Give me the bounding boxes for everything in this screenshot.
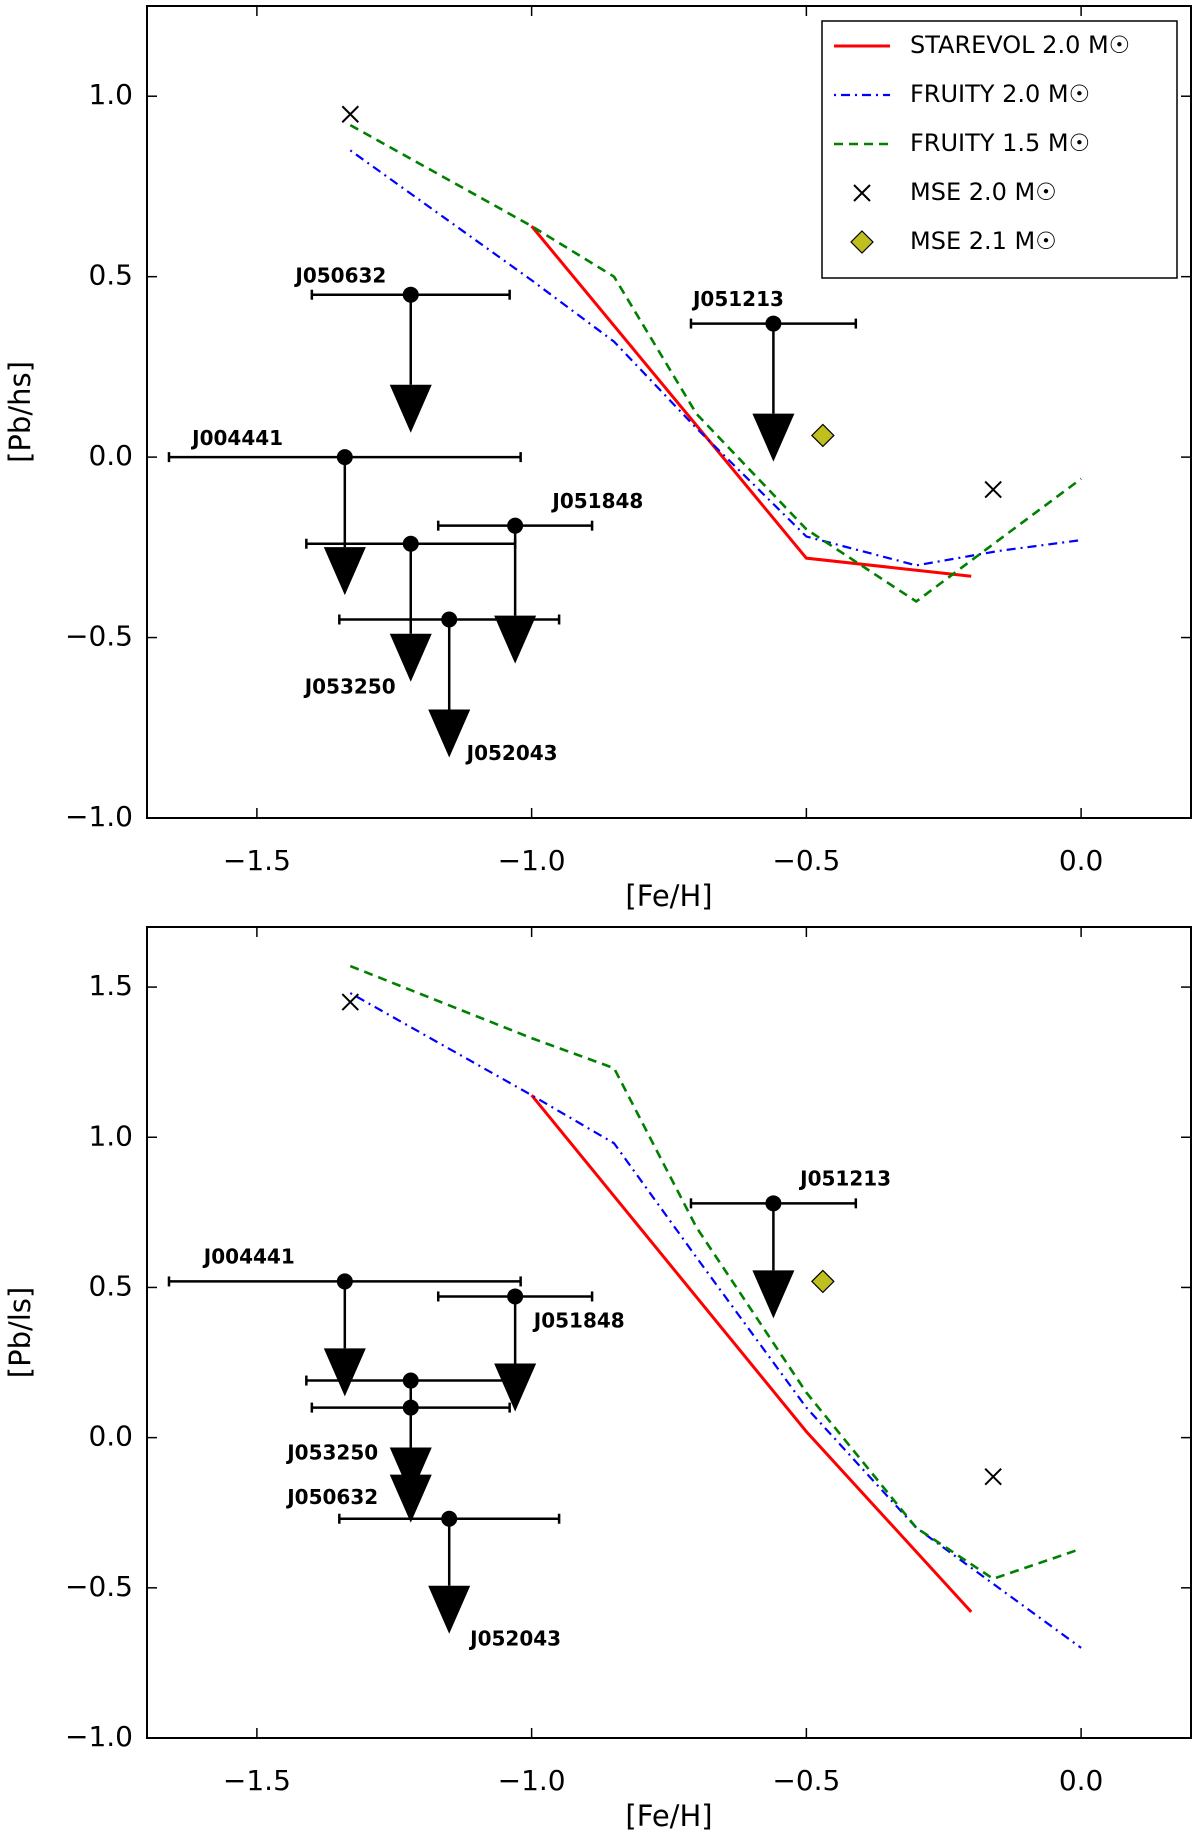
star-label: J053250 — [285, 1440, 378, 1464]
cross-marker — [341, 993, 360, 1011]
star-label: J053250 — [303, 675, 396, 699]
y-tick-label: −1.0 — [65, 1720, 133, 1753]
diamond-marker — [811, 1269, 835, 1294]
limit-arrow-head — [494, 1363, 537, 1412]
chart-1: −1.5 −1.0 −0.5 0.0 −1.0 −0.5 0.0 0.5 1.0 1.5 [Fe/H… — [3, 926, 1192, 1833]
limit-arrow-head — [752, 413, 795, 462]
series-line — [349, 149, 1082, 567]
y-tick-label: 0.5 — [88, 1269, 133, 1302]
limit-point — [402, 1372, 419, 1389]
limit-point — [441, 611, 458, 628]
x-axis-label: [Fe/H] — [625, 1799, 712, 1833]
star-label: J051213 — [691, 287, 784, 311]
limit-point — [336, 449, 353, 466]
limit-arrow-head — [323, 1348, 366, 1397]
y-tick-label: 1.0 — [88, 1119, 133, 1152]
limit-arrow-head — [494, 615, 537, 664]
limit-point — [765, 315, 782, 332]
legend-label: MSE 2.0 M☉ — [910, 178, 1057, 206]
limit-point — [765, 1195, 782, 1212]
limit-point — [336, 1273, 353, 1290]
limit-arrow-head — [389, 633, 432, 682]
star-label: J052043 — [468, 1626, 561, 1650]
series-line — [349, 964, 1082, 1581]
star-label: J004441 — [190, 426, 283, 450]
star-label: J051848 — [550, 489, 643, 513]
limit-point — [441, 1510, 458, 1527]
x-tick-label: −1.0 — [498, 1764, 566, 1797]
limit-arrow-head — [428, 1585, 471, 1634]
y-tick-label: 0.5 — [88, 259, 133, 292]
star-label: J051848 — [532, 1309, 625, 1333]
series-line — [349, 123, 1082, 604]
y-tick-label: 0.0 — [88, 1420, 133, 1453]
legend-box — [821, 20, 1178, 279]
x-axis-label: [Fe/H] — [625, 879, 712, 913]
cross-marker — [853, 184, 871, 202]
x-tick-label: 0.0 — [1059, 1764, 1104, 1797]
chart-0: −1.5 −1.0 −0.5 0.0 −1.0 −0.5 0.0 0.5 1.0 [Fe/H] [P… — [3, 5, 1192, 913]
limit-arrow-head — [428, 709, 471, 758]
diamond-marker — [850, 230, 874, 254]
limit-point — [402, 1399, 419, 1416]
series-line — [530, 1094, 973, 1613]
y-tick-label: 1.5 — [88, 969, 133, 1002]
star-label: J004441 — [202, 1245, 295, 1269]
cross-marker — [984, 480, 1002, 499]
y-axis-label: [Pb/ls] — [3, 1287, 37, 1378]
cross-marker — [984, 1467, 1002, 1486]
limit-arrow-head — [323, 547, 366, 596]
plot-frame — [146, 5, 1192, 819]
x-tick-label: −1.5 — [223, 1764, 291, 1797]
star-label: J052043 — [465, 741, 558, 765]
limit-point — [402, 535, 419, 552]
y-tick-label: −0.5 — [65, 1570, 133, 1603]
y-tick-label: 1.0 — [88, 78, 133, 111]
series-line — [530, 225, 972, 578]
limit-arrow-head — [389, 384, 432, 433]
x-tick-label: −1.0 — [498, 844, 566, 877]
y-tick-label: −1.0 — [65, 800, 133, 833]
legend-label: STAREVOL 2.0 M☉ — [910, 31, 1130, 59]
legend-label: MSE 2.1 M☉ — [910, 227, 1057, 255]
star-label: J050632 — [293, 264, 386, 288]
y-tick-label: −0.5 — [65, 620, 133, 653]
y-axis-label: [Pb/hs] — [3, 361, 37, 463]
x-tick-label: −1.5 — [223, 844, 291, 877]
y-tick-label: 0.0 — [88, 439, 133, 472]
cross-marker — [341, 105, 360, 123]
limit-point — [507, 517, 524, 534]
x-tick-label: 0.0 — [1059, 844, 1104, 877]
limit-arrow-head — [752, 1270, 795, 1319]
star-label: J051213 — [798, 1167, 891, 1191]
limit-arrow-head — [389, 1474, 432, 1523]
x-tick-label: −0.5 — [772, 844, 840, 877]
x-tick-label: −0.5 — [772, 1764, 840, 1797]
legend-label: FRUITY 2.0 M☉ — [910, 80, 1090, 108]
limit-point — [507, 1288, 524, 1305]
legend-label: FRUITY 1.5 M☉ — [910, 129, 1090, 157]
limit-point — [402, 286, 419, 303]
plot-frame — [146, 926, 1192, 1739]
star-label: J050632 — [285, 1485, 378, 1509]
diamond-marker — [811, 423, 835, 448]
